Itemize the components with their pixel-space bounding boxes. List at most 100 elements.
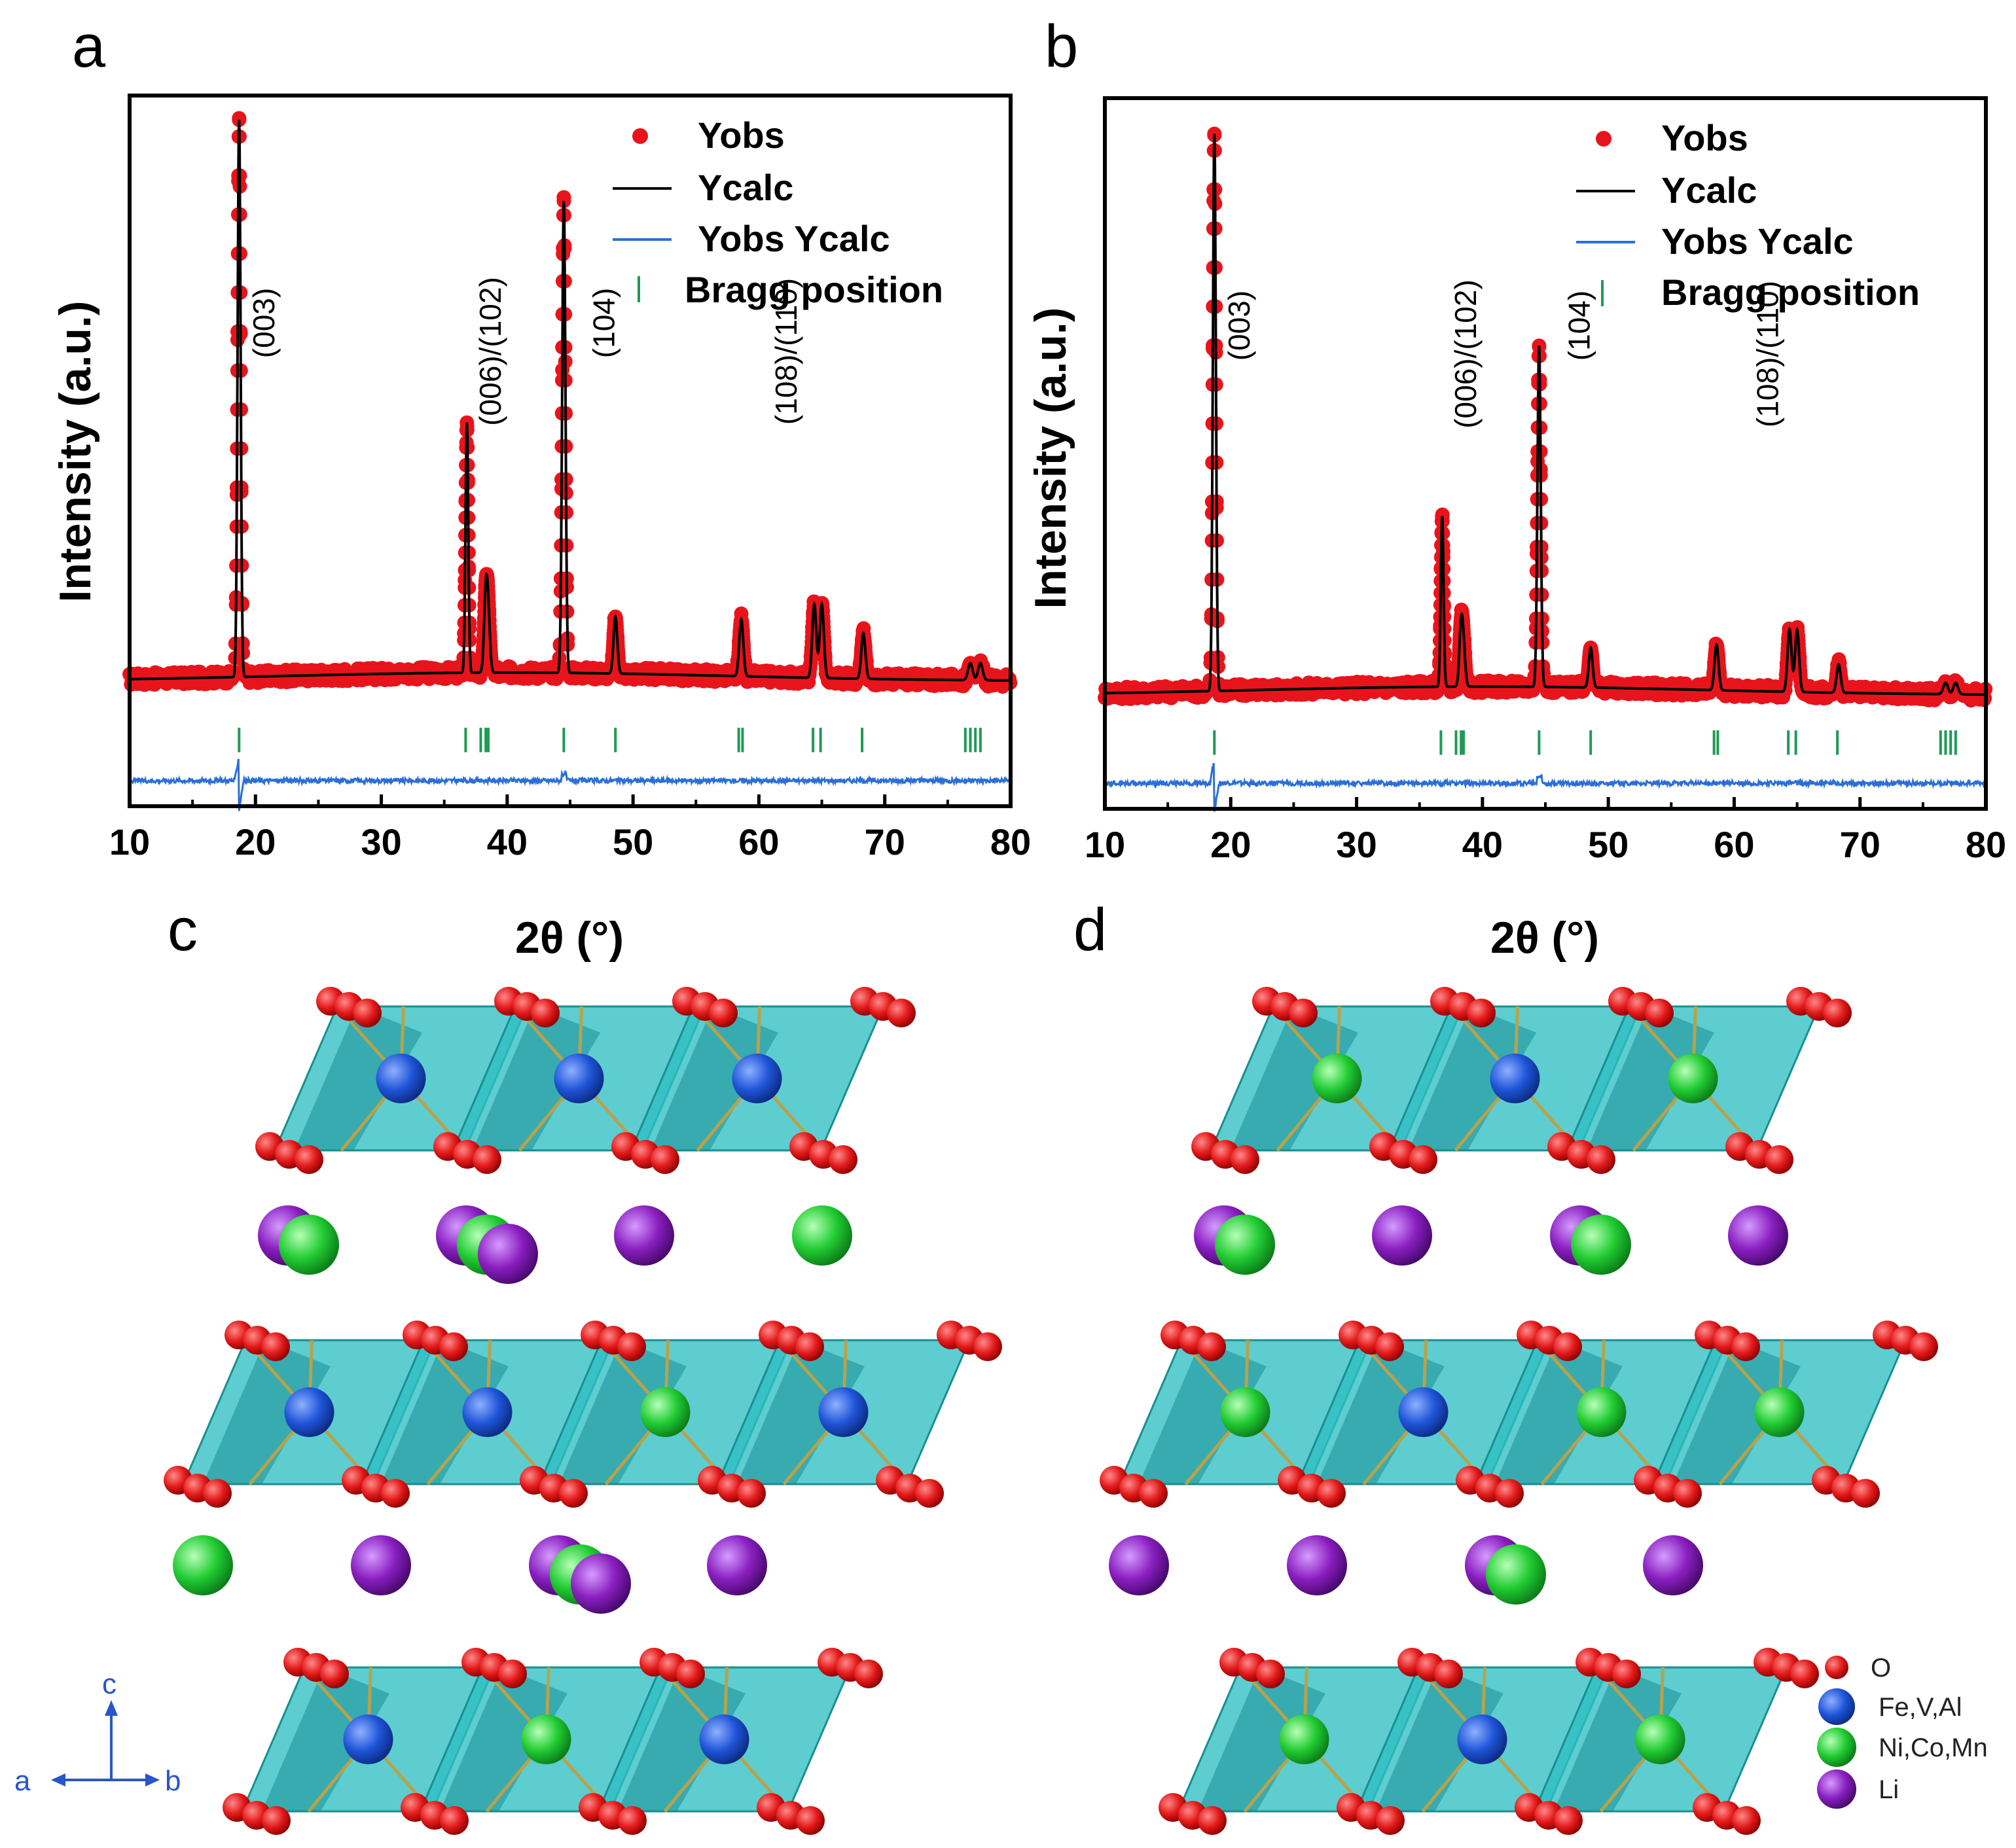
legend-o-label: O (1871, 1654, 1891, 1682)
oxygen-atom (1553, 1332, 1582, 1361)
nickel-cobalt-manganese-atom (279, 1215, 339, 1275)
oxygen-atom (651, 1145, 679, 1174)
oxygen-atom (1587, 1145, 1615, 1174)
legend-yobs-marker-b (1596, 131, 1611, 147)
oxygen-atom (353, 999, 382, 1027)
legend-fevaal-label: Fe,V,Al (1879, 1693, 1962, 1722)
oxygen-atom (559, 1479, 588, 1508)
nickel-cobalt-manganese-atom (1571, 1215, 1631, 1275)
hkl-label: (108)/(110) (1751, 281, 1785, 427)
legend-a: Yobs Ycalc Yobs Ycalc Bragg position (613, 115, 943, 310)
x-tick-label: 50 (613, 821, 653, 862)
oxygen-atom (1409, 1145, 1437, 1174)
b-axis-label: b (165, 1765, 181, 1797)
x-tick-label: 30 (1336, 824, 1377, 865)
legend-nicomn-label: Ni,Co,Mn (1879, 1733, 1988, 1762)
oxygen-atom (617, 1332, 646, 1361)
oxygen-atom (1823, 999, 1852, 1027)
oxygen-atom (1231, 1145, 1259, 1174)
oxygen-atom (1495, 1479, 1524, 1508)
lithium-atom (614, 1205, 674, 1266)
oxygen-atom (1376, 1806, 1405, 1835)
xrd-chart-b: Intensity (a.u.) 2θ (°) Yobs Ycalc Yobs … (1026, 96, 2006, 963)
oxygen-atom (973, 1332, 1002, 1361)
hkl-label: (108)/(110) (769, 278, 803, 425)
oxygen-atom (1317, 1479, 1346, 1508)
lithium-layer (173, 1535, 767, 1614)
panel-label-a: a (72, 13, 106, 80)
oxygen-atom (709, 999, 738, 1027)
oxygen-atom (1645, 999, 1674, 1027)
x-tick-label: 60 (738, 821, 779, 862)
x-tick-label: 40 (487, 821, 528, 862)
transition-metal-atom-fevaal (343, 1715, 393, 1764)
nickel-cobalt-manganese-atom (792, 1205, 852, 1266)
panel-label-c: c (168, 897, 198, 963)
x-tick-label: 80 (1966, 824, 2006, 865)
transition-metal-atom-nicomn (1668, 1054, 1718, 1103)
xrd-chart-a: Intensity (a.u.) 2θ (°) Yobs Ycalc Yobs … (50, 94, 1031, 963)
hkl-label: (104) (586, 288, 621, 358)
transition-metal-atom-fevaal (462, 1387, 513, 1437)
panel-label-d: d (1073, 897, 1107, 963)
transition-metal-atom-fevaal (284, 1387, 334, 1437)
legend-b: Yobs Ycalc Yobs Ycalc Bragg position (1576, 117, 1920, 313)
transition-metal-atom-nicomn (1635, 1715, 1685, 1764)
oxygen-atom (1851, 1479, 1880, 1508)
oxygen-atom (1790, 1660, 1819, 1688)
crystal-structure-d (1100, 987, 1938, 1835)
oxygen-atom (1256, 1660, 1285, 1688)
legend-li-label: Li (1879, 1775, 1899, 1804)
oxygen-atom (261, 1332, 290, 1361)
oxygen-atom (1765, 1145, 1793, 1174)
oxygen-atom (1467, 999, 1496, 1027)
octahedral-layer (164, 1321, 1002, 1508)
y-axis-title-a: Intensity (a.u.) (50, 301, 100, 603)
lithium-atom (571, 1554, 631, 1614)
oxygen-atom (1612, 1660, 1641, 1688)
yobs-series-b (1098, 126, 1993, 708)
lithium-atom (351, 1535, 411, 1595)
oxygen-atom (1731, 1332, 1760, 1361)
nickel-cobalt-manganese-atom (1215, 1215, 1275, 1275)
x-axis-title-b: 2θ (°) (1490, 913, 1599, 963)
transition-metal-atom-fevaal (1457, 1715, 1507, 1764)
legend-nicomn-sphere (1817, 1728, 1856, 1767)
hkl-label: (104) (1562, 291, 1596, 361)
transition-metal-atom-nicomn (1279, 1715, 1329, 1764)
octahedral-layer (1100, 1321, 1938, 1508)
x-tick-label: 40 (1462, 824, 1503, 865)
lithium-layer (258, 1205, 852, 1284)
legend-yobs-a: Yobs (698, 115, 785, 156)
transition-metal-atom-fevaal (1398, 1387, 1449, 1437)
oxygen-atom (795, 1332, 824, 1361)
legend-yobs-marker-a (632, 128, 648, 144)
hkl-label: (006)/(102) (1449, 279, 1483, 429)
oxygen-atom (498, 1660, 527, 1688)
lithium-atom (1372, 1205, 1432, 1266)
octahedral-layer (1159, 1648, 1819, 1835)
crystal-structure-c (164, 987, 1002, 1835)
x-tick-label: 10 (1085, 824, 1125, 865)
lithium-atom (1643, 1535, 1703, 1595)
oxygen-atom (531, 999, 560, 1027)
c-axis-label: c (102, 1668, 117, 1700)
transition-metal-atom-nicomn (1220, 1387, 1270, 1437)
legend-bragg-a: Bragg position (685, 269, 943, 310)
oxygen-atom (1139, 1479, 1168, 1508)
transition-metal-atom-nicomn (1754, 1387, 1805, 1437)
oxygen-atom (737, 1479, 766, 1508)
oxygen-atom (1673, 1479, 1702, 1508)
nickel-cobalt-manganese-atom (1486, 1544, 1546, 1605)
legend-diff-a: Yobs Ycalc (698, 218, 890, 259)
oxygen-atom (262, 1806, 291, 1835)
transition-metal-atom-fevaal (554, 1054, 604, 1103)
bragg-ticks-b (1213, 730, 1957, 755)
transition-metal-atom-fevaal (1490, 1054, 1540, 1103)
oxygen-atom (676, 1660, 705, 1688)
legend-bragg-b: Bragg position (1661, 272, 1920, 313)
oxygen-atom (320, 1660, 349, 1688)
legend-o-sphere (1825, 1656, 1848, 1679)
nickel-cobalt-manganese-atom (173, 1535, 233, 1595)
